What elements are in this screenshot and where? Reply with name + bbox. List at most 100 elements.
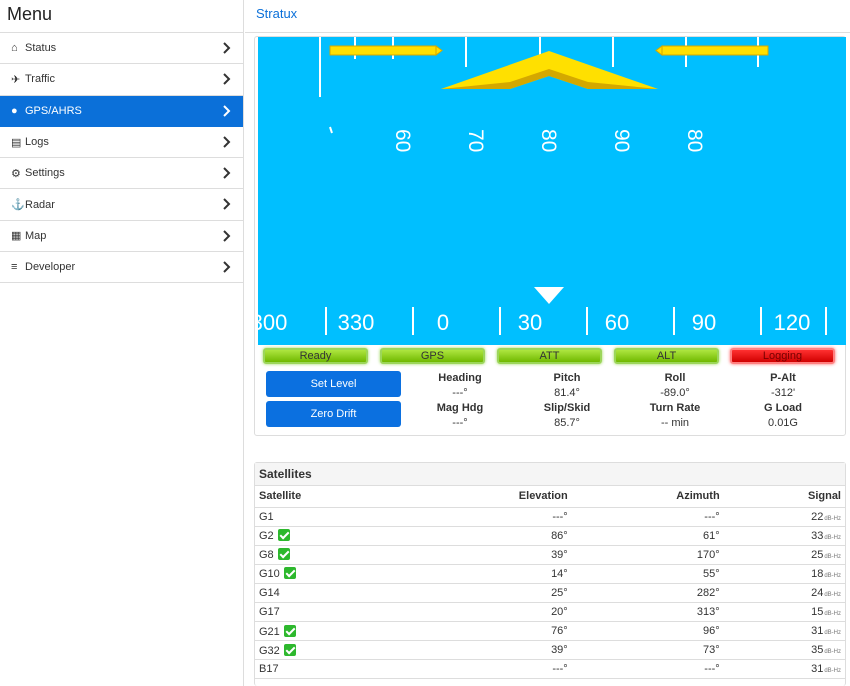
set-level-button[interactable]: Set Level xyxy=(266,371,401,397)
pitch-label: 90 xyxy=(610,129,633,152)
table-header-row: Satellite Elevation Azimuth Signal xyxy=(255,486,845,508)
satellites-table: Satellite Elevation Azimuth Signal G1 ---… xyxy=(255,486,845,680)
satellite-id: G1 xyxy=(259,510,274,523)
main-content: Stratux 60 70 80 90 80 xyxy=(245,0,850,686)
sidebar-item-gps-ahrs[interactable]: ● GPS/AHRS xyxy=(0,95,243,127)
sidebar-item-logs[interactable]: ▤ Logs xyxy=(0,127,243,159)
mag-hdg-label: Mag Hdg xyxy=(436,402,484,414)
signal-unit: dB-Hz xyxy=(824,553,841,560)
heading-value: ---° xyxy=(452,387,468,399)
sidebar-item-settings[interactable]: ⚙ Settings xyxy=(0,158,243,190)
sidebar-item-label: Status xyxy=(25,42,57,55)
col-azimuth: Azimuth xyxy=(571,486,724,508)
elevation-cell: 76° xyxy=(403,621,572,642)
pitch-label: 80 xyxy=(683,129,706,152)
elevation-cell: 39° xyxy=(403,640,572,661)
satellite-id-cell: G21 xyxy=(255,621,404,642)
mag-hdg-metric: Mag Hdg ---° xyxy=(405,402,515,429)
col-elevation: Elevation xyxy=(403,486,572,508)
page-title[interactable]: Stratux xyxy=(245,0,850,33)
signal-cell: 18dB-Hz xyxy=(723,564,845,584)
map-icon: ▦ xyxy=(11,230,22,243)
signal-unit: dB-Hz xyxy=(824,668,841,675)
sidebar-item-status[interactable]: ⌂ Status xyxy=(0,33,243,65)
signal-cell: 33dB-Hz xyxy=(723,526,845,546)
azimuth-cell: 282° xyxy=(571,583,724,603)
elevation-cell: 39° xyxy=(403,545,572,565)
heading-label: 300 xyxy=(258,310,287,335)
azimuth-cell: 96° xyxy=(571,621,724,642)
signal-unit: dB-Hz xyxy=(824,515,841,522)
heading-metric: Heading ---° xyxy=(405,372,515,399)
chevron-right-icon xyxy=(223,261,231,273)
status-att: ATT xyxy=(497,348,602,364)
satellite-id-cell: G17 xyxy=(255,602,404,623)
zero-drift-button[interactable]: Zero Drift xyxy=(266,401,401,427)
horizon-reference-bars xyxy=(329,45,769,56)
heading-labels: 300 330 0 30 60 90 120 xyxy=(258,310,810,335)
signal-value: 25 xyxy=(811,548,824,561)
signal-cell: 25dB-Hz xyxy=(723,545,845,565)
ahrs-panel: 60 70 80 90 80 xyxy=(254,36,846,436)
azimuth-cell: 55° xyxy=(571,564,724,584)
plane-icon: ✈ xyxy=(11,73,21,86)
pitch-value: 81.4° xyxy=(554,387,580,399)
satellite-id-cell: B17 xyxy=(255,659,404,680)
azimuth-cell: ---° xyxy=(571,507,724,527)
satellite-id-cell: G10 xyxy=(255,564,404,584)
signal-cell: 22dB-Hz xyxy=(723,507,845,527)
checkmark-icon xyxy=(283,643,296,656)
status-logging: Logging xyxy=(730,348,835,364)
heading-tape-ticks xyxy=(325,307,827,335)
satellite-id: G14 xyxy=(259,586,280,599)
sidebar-item-developer[interactable]: ≡ Developer xyxy=(0,252,243,284)
sidebar-item-radar[interactable]: ⚓ Radar xyxy=(0,189,243,221)
heading-pointer-icon xyxy=(534,287,564,304)
turn-rate-metric: Turn Rate -- min xyxy=(620,402,730,429)
signal-value: 24 xyxy=(811,586,824,599)
satellites-title: Satellites xyxy=(255,463,845,486)
signal-value: 18 xyxy=(811,567,824,580)
signal-cell: 24dB-Hz xyxy=(723,583,845,603)
sidebar-item-traffic[interactable]: ✈ Traffic xyxy=(0,64,243,96)
satellites-panel: Satellites Satellite Elevation Azimuth S… xyxy=(254,462,846,686)
azimuth-cell: ---° xyxy=(571,659,724,680)
table-row: G2 86° 61° 33dB-Hz xyxy=(255,526,845,546)
col-signal: Signal xyxy=(723,486,845,508)
slip-skid-label: Slip/Skid xyxy=(543,402,591,414)
satellite-id: G17 xyxy=(259,606,280,619)
signal-value: 33 xyxy=(811,529,824,542)
table-row: G8 39° 170° 25dB-Hz xyxy=(255,545,845,565)
signal-value: 22 xyxy=(811,510,824,523)
heading-label: 90 xyxy=(692,310,716,335)
status-ready: Ready xyxy=(263,348,368,364)
satellite-id: G32 xyxy=(259,644,280,657)
signal-cell: 31dB-Hz xyxy=(723,621,845,642)
pitch-labels: 60 70 80 90 80 xyxy=(391,129,706,152)
attitude-display: 60 70 80 90 80 xyxy=(258,37,846,345)
turn-rate-value: -- min xyxy=(660,417,690,429)
satellite-id: G8 xyxy=(259,549,274,562)
turn-rate-label: Turn Rate xyxy=(649,402,701,414)
pitch-label: 80 xyxy=(537,129,560,152)
attitude-svg: 60 70 80 90 80 xyxy=(258,37,827,335)
heading-label: 30 xyxy=(518,310,542,335)
chevron-right-icon xyxy=(223,42,231,54)
elevation-cell: ---° xyxy=(403,659,572,680)
table-row: G32 39° 73° 35dB-Hz xyxy=(255,640,845,661)
col-satellite: Satellite xyxy=(255,486,404,508)
elevation-cell: 20° xyxy=(403,602,572,623)
palt-metric: P-Alt -312' xyxy=(728,372,838,399)
signal-cell: 15dB-Hz xyxy=(723,602,845,623)
azimuth-cell: 313° xyxy=(571,602,724,623)
aircraft-symbol-icon xyxy=(441,51,658,89)
sidebar: Menu ⌂ Status ✈ Traffic ● GPS/AHRS ▤ Logs ⚙ Setti… xyxy=(0,0,244,686)
elevation-cell: ---° xyxy=(403,507,572,527)
chevron-right-icon xyxy=(223,198,231,211)
slip-skid-metric: Slip/Skid 85.7° xyxy=(512,402,622,429)
satellite-id: G2 xyxy=(259,530,274,543)
heading-label: 0 xyxy=(437,310,449,335)
sidebar-item-map[interactable]: ▦ Map xyxy=(0,221,243,253)
table-row: G14 25° 282° 24dB-Hz xyxy=(255,583,845,603)
pitch-label: 60 xyxy=(391,129,414,152)
